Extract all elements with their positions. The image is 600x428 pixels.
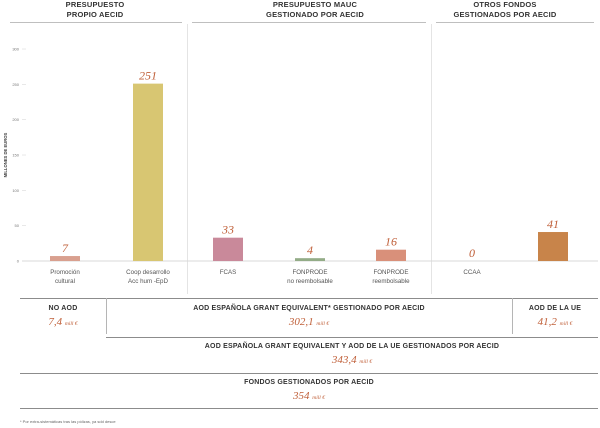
y-tick-label: 250 [12,82,19,87]
value-number: 41,2 [537,316,557,328]
category-label: CCAA [463,269,481,276]
value-unit: mill € [359,359,373,365]
y-tick-label: 100 [12,188,19,193]
fondos-title: FONDOS GESTIONADOS POR AECID [244,379,374,386]
divider-row3 [20,373,598,374]
value-number: 302,1 [288,316,314,328]
data-label: 33 [221,223,234,237]
category-label: cultural [55,278,75,285]
value-unit: mill € [312,395,325,401]
header-line-2: GESTIONADOS POR AECID [453,10,557,19]
value-number: 343,4 [331,354,357,366]
section-divider [187,24,188,294]
divider-row1 [20,298,598,299]
bar-chart: MILLONES DE EUROS 0 50 100 150 200 250 300 7 Prom… [3,47,598,285]
category-label: FONPRODE [292,269,327,276]
value-unit: mill € [64,321,78,327]
aod-total-title: AOD ESPAÑOLA GRANT EQUIVALENT Y AOD DE L… [204,343,500,350]
y-tick-label: 150 [12,153,19,158]
header-line-2: PROPIO AECID [66,10,124,19]
bar [133,83,163,261]
bar [295,258,325,261]
aod-grant-value: 302,1 mill € [106,316,512,328]
category-label: FCAS [220,269,237,276]
header-otros-fondos: OTROS FONDOS GESTIONADOS POR AECID [440,0,570,20]
header-underline-middle [192,22,426,23]
header-presupuesto-mauc: PRESUPUESTO MAUC GESTIONADO POR AECID [230,0,400,20]
divider-row2 [106,337,598,338]
category-label: no reembolsable [287,278,333,285]
y-tick-label: 0 [17,259,20,264]
data-label: 251 [139,69,157,83]
category-label: FONPRODE [373,269,408,276]
header-underline-right [436,22,594,23]
y-tick-label: 50 [15,223,20,228]
aod-total-value: 343,4 mill € [106,354,598,366]
bar [376,249,406,261]
data-label: 0 [469,246,475,260]
category-label: Acc hum -EpD [128,278,168,285]
y-tick-label: 300 [12,47,19,52]
header-line-1: PRESUPUESTO [65,0,125,9]
bar [50,256,80,261]
aod-ue-value: 41,2 mill € [512,316,598,328]
category-label: Promoción [50,269,80,276]
data-label: 4 [307,243,313,257]
section-divider [431,24,432,294]
data-label: 7 [62,241,69,255]
footnote: * Por extra-sistemáticas tras las póliza… [20,419,116,424]
value-unit: mill € [316,321,330,327]
value-unit: mill € [559,321,573,327]
header-underline-left [10,22,182,23]
value-number: 7,4 [48,316,63,328]
header-line-1: OTROS FONDOS [473,0,537,9]
data-label: 41 [547,217,559,231]
data-label: 16 [385,235,397,249]
header-line-1: PRESUPUESTO MAUC [272,0,358,9]
header-presupuesto-propio: PRESUPUESTO PROPIO AECID [40,0,150,20]
row1-divider [512,298,513,334]
fondos-value: 354 mill € [20,390,598,402]
header-line-2: GESTIONADO POR AECID [266,10,364,19]
y-axis-label: MILLONES DE EUROS [3,132,8,177]
row1-divider [106,298,107,334]
divider-row4 [20,408,598,409]
category-label: Coop desarrollo [126,269,170,276]
aod-ue-title: AOD DE LA UE [528,305,582,312]
bar [213,237,243,261]
aod-grant-title: AOD ESPAÑOLA GRANT EQUIVALENT* GESTIONAD… [193,305,425,312]
no-aod-value: 7,4 mill € [20,316,106,328]
value-number: 354 [293,390,310,402]
no-aod-title: NO AOD [48,305,78,312]
y-tick-label: 200 [12,117,19,122]
category-label: reembolsable [372,278,410,285]
bar [538,232,568,261]
